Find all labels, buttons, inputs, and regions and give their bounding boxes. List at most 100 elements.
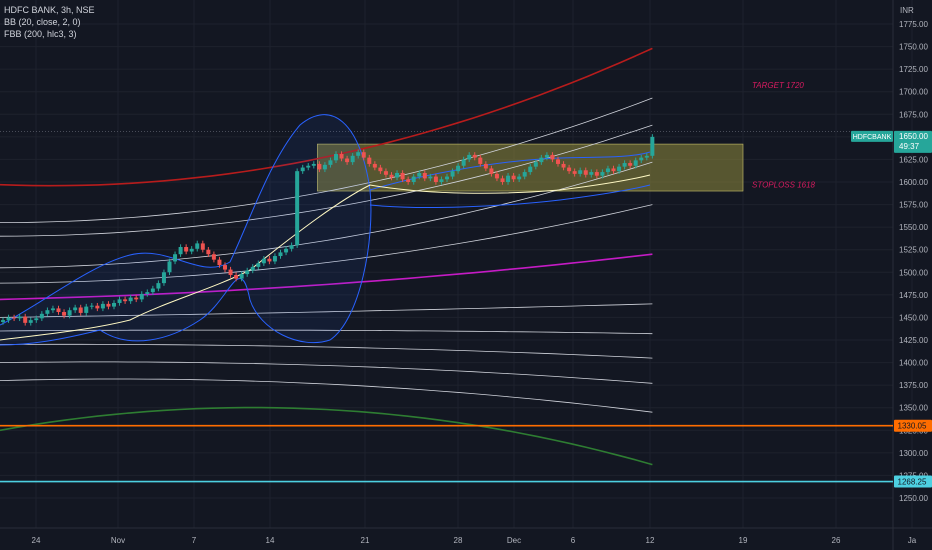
candle-body [89,305,94,307]
candle-body [378,167,383,172]
candle-body [28,320,33,323]
candle-body [289,245,294,249]
y-tick-label: 1250.00 [899,494,928,503]
candle-body [350,155,355,163]
candle-body [45,310,50,314]
candle-body [189,248,194,252]
candle-body [123,299,128,302]
bb-lower-late [369,184,651,208]
candle-body [322,164,327,170]
candle-body [433,176,438,182]
candle-body [650,136,655,156]
candle-body [78,307,83,313]
candle-body [306,165,311,168]
y-tick-label: 1350.00 [899,404,928,413]
candle-body [211,254,216,260]
candle-body [117,299,122,303]
candle-body [544,154,549,158]
candle-body [361,152,366,158]
candle-body [422,172,427,179]
candle-body [12,317,17,319]
countdown-tag: 49:37 [899,142,920,151]
candle-body [517,176,522,180]
y-tick-label: 1750.00 [899,43,928,52]
legend-symbol: HDFC BANK, 3h, NSE [4,5,95,15]
candle-body [389,174,394,178]
chart-legend: HDFC BANK, 3h, NSE BB (20, close, 2, 0) … [4,4,95,40]
candle-body [161,272,166,284]
candle-body [506,175,511,182]
candle-body [34,318,39,321]
candle-body [334,154,338,161]
y-tick-label: 1300.00 [899,449,928,458]
candle-body [417,172,422,177]
candle-body [445,176,449,180]
candle-body [200,243,205,250]
candle-body [39,313,44,319]
candle-body [167,261,172,273]
candle-body [23,316,28,323]
candle-body [633,160,638,166]
candle-body [345,158,350,163]
symbol-tag: HDFCBANK [853,134,892,141]
y-tick-label: 1475.00 [899,291,928,300]
candle-body [278,252,283,257]
y-tick-label: 1400.00 [899,359,928,368]
candle-body [295,171,300,246]
fbb-lower-green [0,406,653,466]
price-tag: 1650.00 [899,132,928,141]
candle-body [217,259,222,266]
fbb-upper-2 [0,97,653,224]
x-tick-label: 6 [571,536,576,545]
candle-body [239,274,244,279]
candle-body [467,154,472,160]
fbb-lower-4 [0,378,653,413]
candle-body [494,173,499,179]
x-tick-label: 24 [32,536,41,545]
y-tick-label: 1700.00 [899,88,928,97]
candle-body [439,179,444,182]
candle-body [556,159,560,164]
candle-body [139,293,144,300]
candle-body [128,297,133,302]
candle-body [328,160,333,165]
candle-body [489,168,494,174]
candle-body [594,172,599,176]
candle-body [234,274,239,279]
candle-body [184,247,189,252]
x-tick-label: Dec [507,536,521,545]
x-tick-label: 28 [454,536,463,545]
candle-body [228,269,233,275]
x-tick-label: 7 [192,536,197,545]
candle-body [428,176,433,179]
candle-body [284,248,289,253]
fbb-lower-0 [0,303,653,318]
horizontal-lines[interactable]: 1330.05 1268.25 [0,419,932,488]
candle-body [583,170,588,175]
candle-body [611,168,616,172]
candle-body [356,152,361,156]
y-tick-label: 1450.00 [899,313,928,322]
candle-body [617,166,622,172]
y-tick-label: 1775.00 [899,20,928,29]
x-tick-label: 12 [646,536,655,545]
candle-body [134,297,139,300]
fbb-basis [0,253,653,301]
candle-body [600,172,605,176]
candle-body [339,154,344,159]
candle-body [528,166,533,173]
candle-body [17,316,22,319]
candle-body [456,165,461,172]
candle-body [372,163,377,168]
bb-basis [0,174,651,341]
candle-body [223,265,227,270]
candle-body [106,303,111,307]
candle-body [95,305,100,309]
candle-body [73,307,78,311]
candle-body [112,302,116,307]
axis-currency: INR [900,6,914,15]
horizontal-line-label: 1268.25 [898,478,927,487]
